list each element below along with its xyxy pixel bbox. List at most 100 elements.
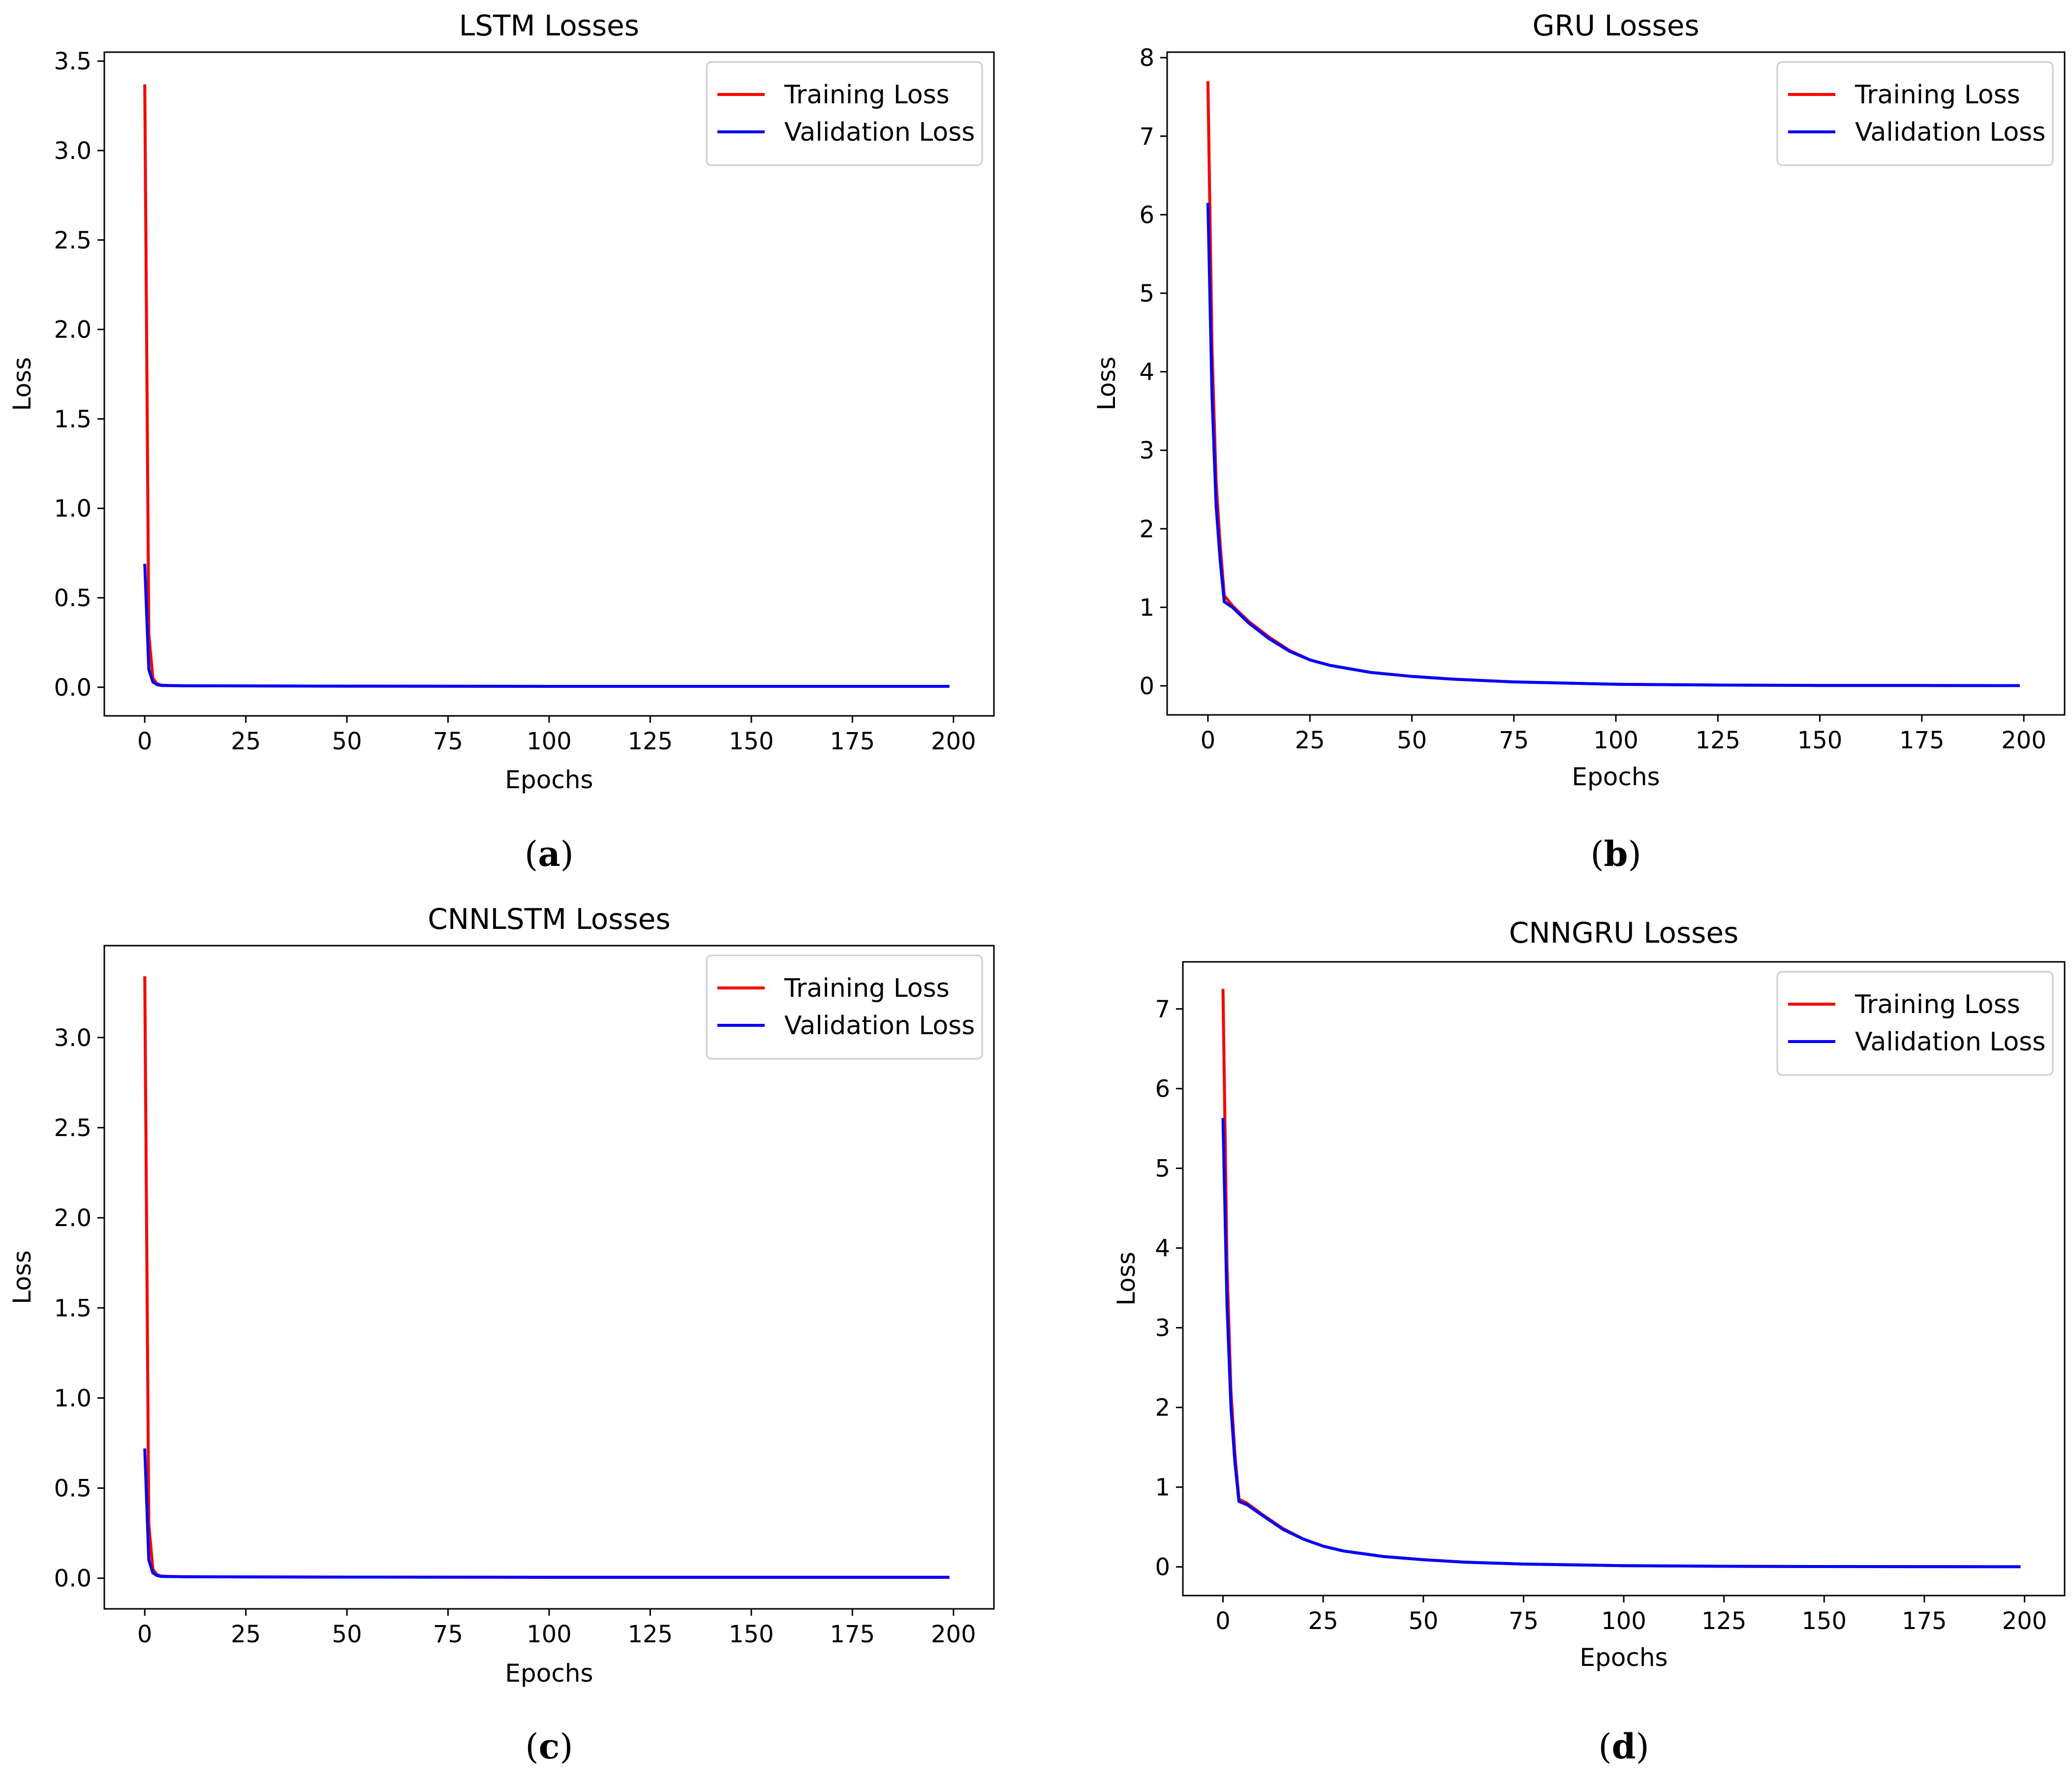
y-tick-label: 5 [1139, 280, 1154, 308]
chart-panel-c: 0 25 50 75 100 125 150 175 200 0.0 0.5 1.0 1.5 2.0 2.5… [8, 902, 995, 1767]
x-tick-label: 0 [1201, 727, 1216, 754]
legend-label-validation: Validation Loss [784, 118, 975, 147]
panel-caption: (a) [525, 833, 574, 874]
y-tick-label: 1 [1139, 594, 1154, 621]
caption-open-paren: ( [1590, 834, 1604, 874]
y-tick-label: 3 [1139, 437, 1154, 464]
x-tick-label: 150 [729, 728, 774, 755]
caption-close-paren: ) [1628, 834, 1641, 874]
x-tick-label: 25 [231, 1621, 261, 1648]
chart-title: CNNGRU Losses [1509, 916, 1739, 950]
y-tick-label: 1.5 [54, 1294, 92, 1322]
panel-caption: (c) [525, 1726, 573, 1767]
y-tick-label: 7 [1155, 996, 1170, 1023]
x-tick-label: 125 [1701, 1607, 1747, 1635]
x-tick-label: 200 [931, 1621, 976, 1648]
y-tick-label: 2.5 [54, 227, 92, 254]
x-tick-label: 0 [137, 1621, 153, 1648]
legend-label-training: Training Loss [1855, 80, 2020, 110]
x-tick-label: 50 [1408, 1607, 1438, 1635]
y-tick-label: 2.5 [54, 1114, 92, 1142]
y-tick-label: 1.0 [54, 495, 92, 523]
y-tick-label: 0.0 [54, 1565, 92, 1593]
y-tick-label: 5 [1155, 1155, 1170, 1183]
y-tick-label: 1.0 [54, 1384, 92, 1412]
x-tick-label: 175 [1899, 727, 1945, 754]
y-tick-label: 4 [1139, 359, 1154, 386]
y-tick-label: 2.0 [54, 316, 92, 344]
legend-box [1776, 61, 2054, 166]
legend-label-training: Training Loss [784, 80, 950, 110]
y-tick-label: 0 [1139, 673, 1154, 700]
x-axis-label: Epochs [1579, 1643, 1668, 1672]
y-axis-label: Loss [8, 357, 36, 411]
x-tick-label: 150 [1797, 727, 1843, 754]
y-tick-label: 8 [1139, 44, 1154, 72]
legend-label-validation: Validation Loss [1855, 118, 2045, 147]
y-tick-label: 2 [1155, 1394, 1170, 1422]
legend-label-validation: Validation Loss [1855, 1027, 2045, 1057]
x-tick-label: 150 [729, 1621, 774, 1648]
legend-box [706, 954, 983, 1060]
chart-title: LSTM Losses [459, 9, 639, 42]
y-tick-label: 2.0 [54, 1204, 92, 1232]
y-tick-label: 7 [1139, 123, 1154, 151]
x-tick-label: 200 [2002, 1607, 2047, 1635]
x-tick-label: 175 [830, 728, 875, 755]
caption-close-paren: ) [560, 834, 574, 874]
legend-label-validation: Validation Loss [784, 1011, 975, 1041]
x-tick-label: 50 [1397, 727, 1427, 754]
panel-caption: (b) [1590, 833, 1641, 874]
legend-label-training: Training Loss [1855, 990, 2020, 1019]
y-tick-label: 2 [1139, 516, 1154, 543]
x-tick-label: 50 [332, 1621, 362, 1648]
x-tick-label: 125 [628, 728, 673, 755]
series-line-validation [1221, 1118, 2021, 1569]
y-tick-label: 0.5 [54, 584, 92, 612]
chart-panel-a: 0 25 50 75 100 125 150 175 200 0.0 0.5 1.0 1.5 2.0 2.5… [8, 9, 995, 874]
series-line-validation [143, 563, 950, 688]
x-tick-label: 75 [1509, 1607, 1539, 1635]
caption-letter: c [539, 1726, 560, 1767]
x-tick-label: 100 [1601, 1607, 1646, 1635]
x-tick-label: 125 [1695, 727, 1740, 754]
series-line-validation [143, 1448, 950, 1579]
chart-title: GRU Losses [1532, 9, 1699, 42]
x-tick-label: 200 [2001, 727, 2046, 754]
x-tick-label: 175 [1902, 1607, 1947, 1635]
y-tick-label: 6 [1139, 201, 1154, 229]
x-tick-label: 200 [931, 728, 976, 755]
x-axis-label: Epochs [1572, 763, 1660, 791]
x-tick-label: 0 [137, 728, 153, 755]
legend-label-training: Training Loss [784, 974, 950, 1003]
x-tick-label: 25 [231, 728, 261, 755]
y-tick-label: 3.5 [54, 48, 92, 75]
x-tick-label: 75 [433, 728, 463, 755]
x-tick-label: 25 [1295, 727, 1325, 754]
x-tick-label: 100 [526, 1621, 572, 1648]
x-axis-label: Epochs [505, 1659, 593, 1688]
x-tick-label: 0 [1215, 1607, 1231, 1635]
x-tick-label: 50 [332, 728, 362, 755]
y-tick-label: 3.0 [54, 137, 92, 165]
y-tick-label: 1 [1155, 1474, 1170, 1502]
caption-close-paren: ) [559, 1726, 573, 1767]
x-axis-label: Epochs [505, 766, 593, 794]
caption-close-paren: ) [1636, 1726, 1649, 1767]
x-tick-label: 75 [433, 1621, 463, 1648]
y-tick-label: 4 [1155, 1235, 1170, 1262]
chart-panel-d: 0 25 50 75 100 125 150 175 200 0 1 2 3 4 5 6 7 CNNGRU Los… [1112, 916, 2066, 1767]
chart-panel-b: 0 25 50 75 100 125 150 175 200 0 1 2 3 4 5 6 7 8 GRU Losse… [1092, 9, 2066, 874]
series-line-validation [1206, 203, 2020, 687]
y-axis-label: Loss [1092, 357, 1121, 411]
x-tick-label: 25 [1308, 1607, 1338, 1635]
caption-open-paren: ( [525, 834, 538, 874]
x-tick-label: 125 [628, 1621, 673, 1648]
panel-caption: (d) [1598, 1726, 1649, 1767]
y-tick-label: 0.0 [54, 674, 92, 702]
caption-open-paren: ( [525, 1726, 538, 1767]
y-tick-label: 3.0 [54, 1024, 92, 1052]
y-tick-label: 6 [1155, 1076, 1170, 1103]
y-tick-label: 0 [1155, 1554, 1170, 1581]
